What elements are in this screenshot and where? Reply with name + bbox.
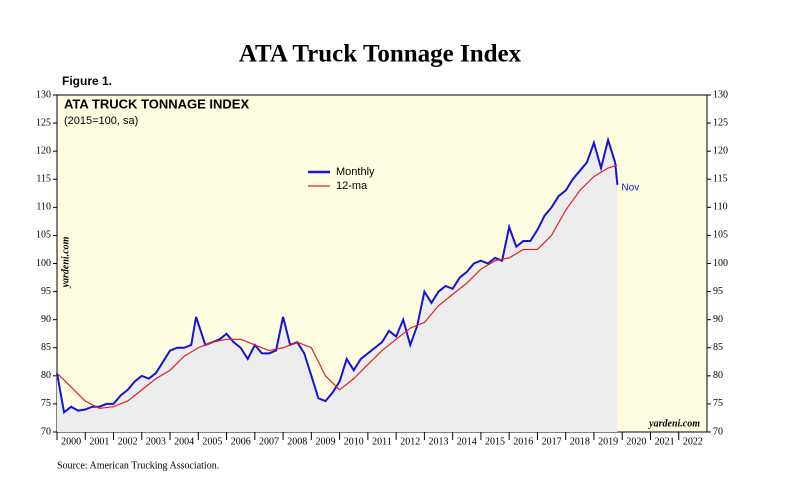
watermark: yardeni.com — [60, 236, 71, 288]
watermark: yardeni.com — [648, 418, 700, 429]
y-tick-label: 110 — [713, 202, 728, 213]
x-tick-label: 2018 — [570, 436, 590, 447]
x-tick-label: 2010 — [344, 436, 364, 447]
x-tick-label: 2021 — [655, 436, 675, 447]
x-tick-label: 2008 — [287, 436, 307, 447]
y-tick-label: 130 — [713, 89, 728, 100]
y-tick-label: 85 — [713, 342, 723, 353]
y-tick-label: 95 — [41, 286, 51, 297]
x-tick-label: 2012 — [400, 436, 420, 447]
line — [56, 136, 619, 415]
source: Source: American Trucking Association. — [57, 460, 219, 471]
x-tick-label: 2019 — [598, 436, 618, 447]
y-tick-label: 90 — [713, 314, 723, 325]
y-tick-label: 85 — [41, 342, 51, 353]
y-tick-label: 70 — [713, 426, 723, 437]
y-tick-label: 110 — [36, 202, 51, 213]
y-tick-label: 90 — [41, 314, 51, 325]
y-tick-label: 75 — [713, 398, 723, 409]
x-tick-label: 2013 — [429, 436, 449, 447]
x-tick-label: 2007 — [259, 436, 279, 447]
x-tick-label: 2006 — [231, 436, 251, 447]
line — [56, 164, 618, 410]
y-tick-label: 115 — [36, 174, 51, 185]
x-tick-label: 2017 — [542, 436, 562, 447]
figure-label: Figure 1. — [62, 74, 112, 88]
x-tick-label: 2002 — [118, 436, 138, 447]
x-tick-label: 2015 — [485, 436, 505, 447]
x-tick-label: 2009 — [315, 436, 335, 447]
y-tick-label: 80 — [713, 370, 723, 381]
y-tick-label: 105 — [36, 230, 51, 241]
y-tick-label: 80 — [41, 370, 51, 381]
y-tick-label: 100 — [713, 258, 728, 269]
y-tick-label: 115 — [713, 174, 728, 185]
x-tick-label: 2003 — [146, 436, 166, 447]
y-tick-label: 70 — [41, 426, 51, 437]
y-tick-label: 130 — [36, 89, 51, 100]
y-tick-label: 125 — [36, 117, 51, 128]
x-tick-label: 2016 — [513, 436, 533, 447]
x-tick-label: 2000 — [61, 436, 81, 447]
x-tick-label: 2022 — [683, 436, 703, 447]
y-tick-label: 95 — [713, 286, 723, 297]
y-tick-label: 105 — [713, 230, 728, 241]
legend-label: Monthly — [336, 166, 375, 178]
area — [57, 139, 618, 432]
x-tick-label: 2004 — [174, 436, 194, 447]
inner-title: ATA TRUCK TONNAGE INDEX — [64, 96, 249, 111]
y-tick-label: 75 — [41, 398, 51, 409]
x-tick-label: 2020 — [626, 436, 646, 447]
x-tick-label: 2001 — [89, 436, 109, 447]
chart-title: ATA Truck Tonnage Index — [239, 41, 522, 68]
y-tick-label: 100 — [36, 258, 51, 269]
end-label: Nov — [621, 183, 639, 194]
x-tick-label: 2005 — [202, 436, 222, 447]
y-tick-label: 120 — [713, 145, 728, 156]
y-tick-label: 120 — [36, 145, 51, 156]
legend-label: 12-ma — [336, 180, 368, 192]
x-tick-label: 2014 — [457, 436, 477, 447]
x-tick-label: 2011 — [372, 436, 392, 447]
subtitle: (2015=100, sa) — [64, 115, 138, 127]
y-tick-label: 125 — [713, 117, 728, 128]
